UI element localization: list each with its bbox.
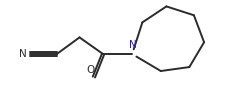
Text: N: N: [19, 49, 27, 59]
Text: O: O: [86, 65, 95, 75]
Text: N: N: [129, 40, 137, 50]
